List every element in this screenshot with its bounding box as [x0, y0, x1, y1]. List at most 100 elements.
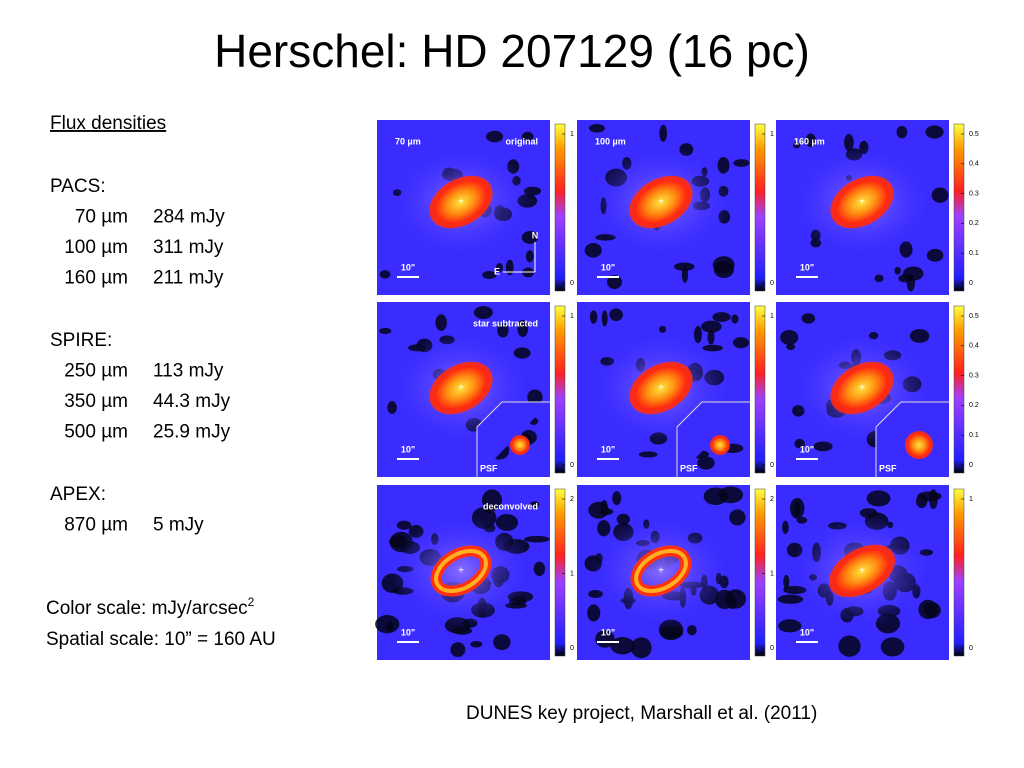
noise [918, 599, 938, 620]
noise [792, 142, 801, 149]
noise [375, 615, 400, 634]
scale-label: 10" [401, 444, 415, 454]
noise [525, 250, 534, 263]
psf-source [905, 431, 933, 459]
noise [595, 630, 615, 648]
noise [732, 337, 750, 349]
slide-title: Herschel: HD 207129 (16 pc) [214, 25, 810, 77]
noise [505, 259, 514, 276]
psf-label: PSF [879, 463, 897, 473]
noise [493, 634, 511, 651]
noise [450, 642, 466, 658]
panel: +10" PSF 1 0 [577, 302, 774, 477]
colorbar-tick-label: 0.5 [969, 131, 979, 138]
panel: +70 µm original 10" N E 1 0 [377, 120, 574, 295]
noise [794, 438, 805, 449]
band: 100 µm [64, 237, 128, 258]
star-mark: + [658, 197, 664, 208]
noise [517, 319, 529, 337]
noise [609, 308, 623, 322]
noise [612, 491, 622, 506]
noise [780, 329, 799, 345]
panel-tag: deconvolved [483, 501, 538, 511]
compass-label: E [494, 266, 500, 276]
noise [778, 619, 802, 633]
psf-label: PSF [680, 463, 698, 473]
noise [733, 159, 750, 167]
noise [712, 312, 731, 322]
band: 350 µm [64, 391, 128, 412]
colorbar [953, 488, 965, 657]
colorbar [554, 123, 566, 292]
colorbar-tick-label: 0.3 [969, 190, 979, 197]
psf-label: PSF [480, 463, 498, 473]
panel-label: 100 µm [595, 136, 626, 146]
noise [484, 504, 494, 514]
noise [379, 327, 392, 335]
noise [925, 125, 944, 139]
halo [391, 516, 531, 626]
panel: +100 µm 10" 1 0 [577, 120, 774, 295]
scale-label: 10" [800, 262, 814, 272]
noise [597, 519, 611, 537]
noise [782, 520, 789, 534]
noise [783, 574, 790, 590]
star-mark: + [458, 197, 464, 208]
colorbar [554, 488, 566, 657]
colorbar-tick-label: 1 [770, 570, 774, 577]
panel: +10" 1 0 [776, 485, 973, 660]
noise [801, 313, 816, 324]
band: 160 µm [64, 268, 128, 289]
panel-tag: original [505, 136, 538, 146]
noise [589, 123, 605, 133]
noise [796, 516, 808, 524]
color-scale: Color scale: mJy/arcsec2 [46, 595, 255, 619]
colorbar-tick-label: 0.5 [969, 313, 979, 320]
noise [379, 270, 391, 279]
band: 500 µm [64, 422, 128, 443]
noise [533, 561, 546, 576]
band: 870 µm [64, 515, 128, 536]
colorbar-tick-label: 0 [570, 280, 574, 287]
noise [931, 187, 949, 203]
colorbar-tick-label: 0.1 [969, 250, 979, 257]
colorbar [754, 488, 766, 657]
noise [789, 497, 805, 519]
colorbar-tick-label: 0 [770, 280, 774, 287]
noise [584, 243, 602, 258]
colorbar-tick-label: 1 [770, 313, 774, 320]
noise [717, 157, 730, 174]
color-scale-text: Color scale: mJy/arcsec [46, 598, 248, 619]
noise [880, 637, 905, 657]
halo [591, 516, 731, 626]
band: 250 µm [64, 361, 128, 382]
star-mark: + [658, 383, 664, 394]
noise [725, 589, 747, 609]
noise [894, 266, 901, 275]
noise [718, 486, 744, 504]
noise [777, 594, 804, 604]
star-mark: + [458, 566, 464, 577]
noise [813, 441, 833, 452]
noise [866, 490, 891, 507]
noise [470, 640, 483, 648]
colorbar-tick-label: 0 [770, 645, 774, 652]
noise [673, 262, 695, 271]
colorbar [554, 305, 566, 474]
noise [697, 456, 715, 470]
scale-label: 10" [601, 262, 615, 272]
flux-value: 44.3 mJy [153, 391, 231, 412]
noise [929, 489, 938, 510]
colorbar-tick-label: 0 [969, 645, 973, 652]
noise [731, 314, 739, 324]
band: 70 µm [75, 207, 128, 228]
colorbar [754, 305, 766, 474]
panel: +10" 2 1 0 [577, 485, 774, 660]
panel-tag: star subtracted [473, 318, 538, 328]
colorbar-tick-label: 0 [969, 280, 973, 287]
noise [712, 256, 735, 274]
flux-value: 311 mJy [153, 237, 224, 258]
noise [915, 494, 928, 509]
